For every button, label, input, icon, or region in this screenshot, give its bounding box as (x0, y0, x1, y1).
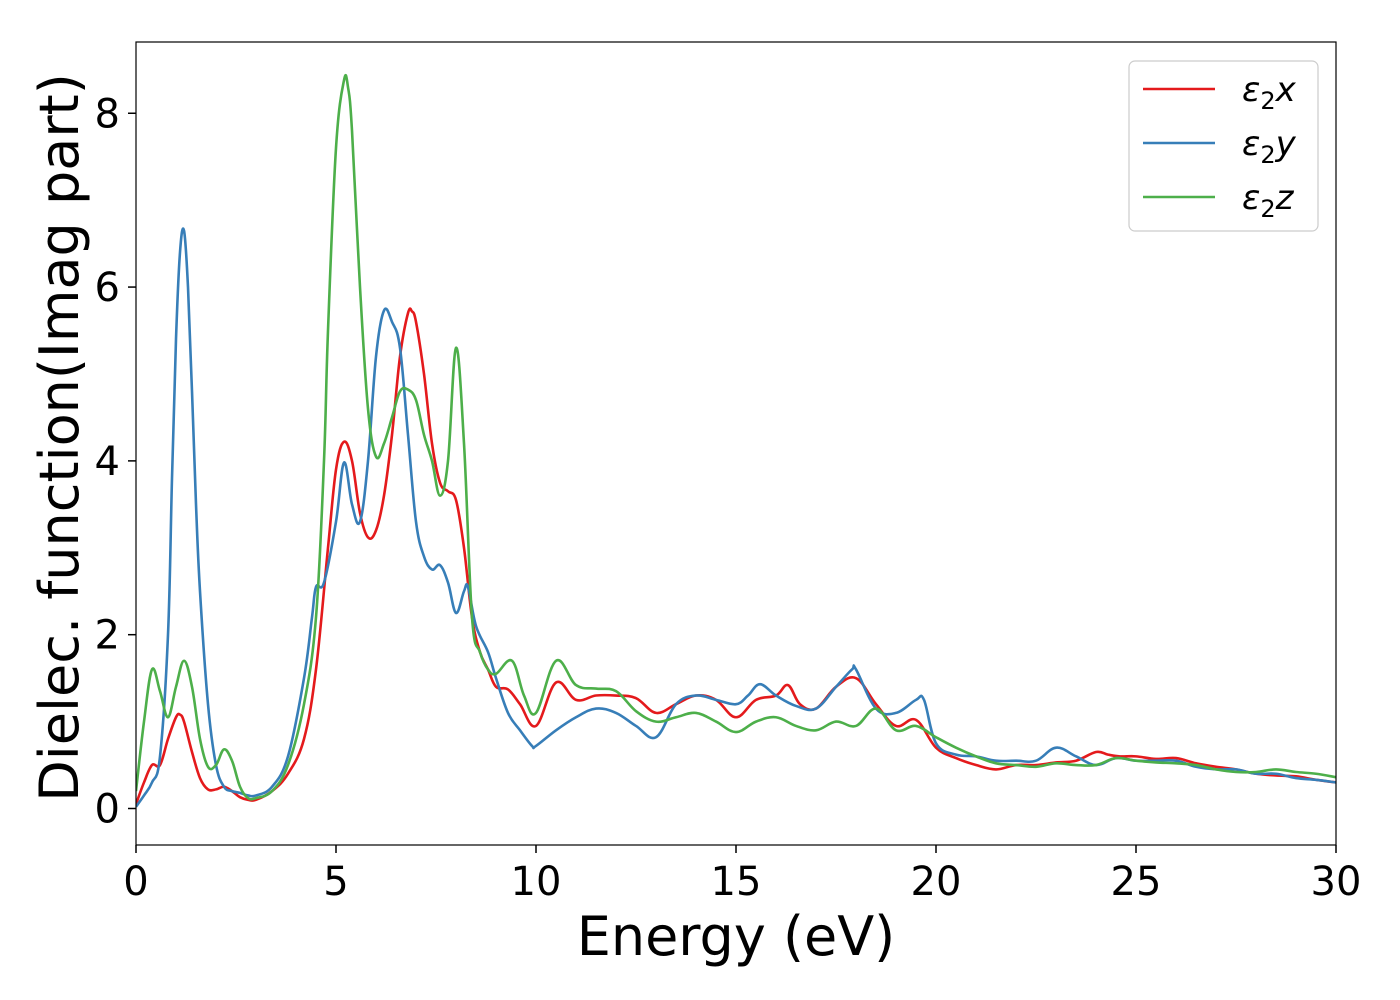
legend-item-x: ε2x (1143, 70, 1297, 115)
x-tick-label: 0 (123, 859, 148, 905)
x-tick-label: 25 (1111, 859, 1162, 905)
x-tick-label: 5 (323, 859, 348, 905)
legend-box (1128, 60, 1319, 232)
series-line-y (136, 227, 1336, 808)
y-axis-ticks: 0 2 4 6 8 (95, 91, 136, 833)
y-tick-label: 2 (95, 613, 120, 659)
x-axis-ticks: 0 5 10 15 20 25 30 (123, 845, 1361, 905)
x-axis-label: Energy (eV) (577, 905, 896, 968)
series-layer (136, 73, 1336, 808)
legend-item-y: ε2y (1143, 124, 1297, 169)
series-line-z (136, 73, 1336, 801)
y-tick-label: 8 (95, 91, 120, 137)
legend-item-z: ε2z (1143, 178, 1295, 223)
y-tick-label: 4 (95, 439, 120, 485)
legend-label: ε2x (1242, 70, 1297, 115)
legend-label: ε2y (1242, 124, 1297, 169)
legend: ε2x ε2y ε2z (1128, 60, 1319, 232)
y-tick-label: 6 (95, 265, 120, 311)
x-tick-label: 10 (511, 859, 562, 905)
legend-items: ε2x ε2y ε2z (1143, 70, 1297, 223)
y-tick-label: 0 (95, 787, 120, 833)
x-tick-label: 15 (711, 859, 762, 905)
x-tick-label: 30 (1311, 859, 1362, 905)
y-axis-label: Dielec. function(Imag part) (28, 73, 91, 802)
x-tick-label: 20 (911, 859, 962, 905)
legend-label: ε2z (1242, 178, 1295, 223)
